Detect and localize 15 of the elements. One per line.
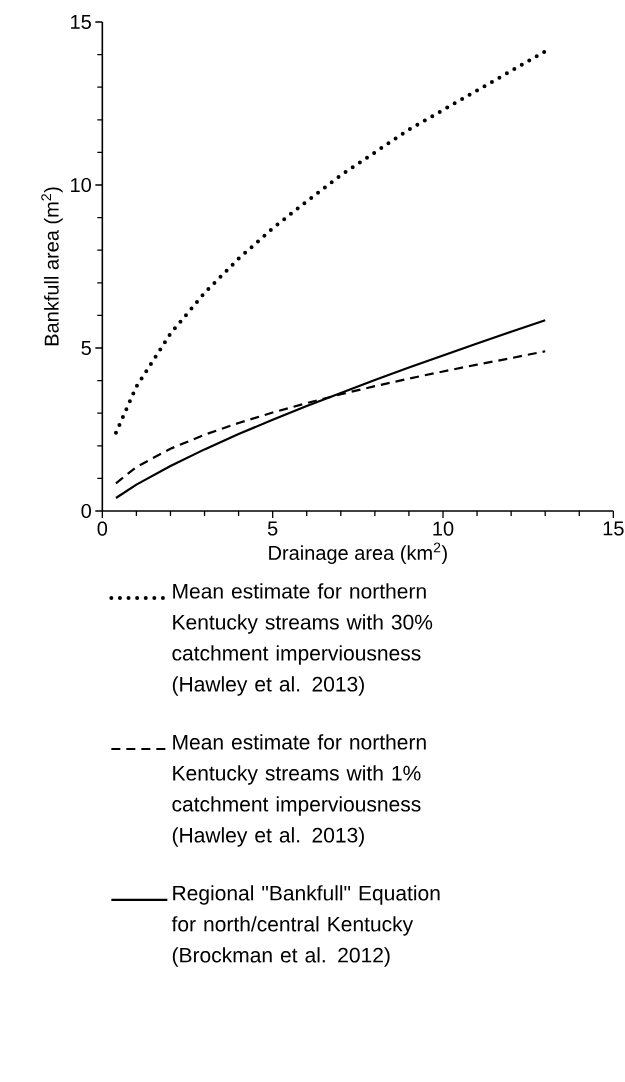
x-tick-label: 15 <box>603 521 624 536</box>
x-tick-label: 5 <box>267 521 278 536</box>
x-tick-label: 0 <box>97 521 107 536</box>
legend-label: Mean estimate for northern Kentucky streams with 30% catchment imperviousness (Hawley et al. 2013) <box>172 583 433 696</box>
y-tick-label: 10 <box>70 177 91 193</box>
x-tick-label: 10 <box>433 521 454 536</box>
x-axis-title: Drainage area (km$^{2}$) <box>269 542 447 565</box>
legend-label: Mean estimate for northern Kentucky streams with 1% catchment imperviousness (Hawley et al. 2013) <box>172 734 426 847</box>
y-tick-label: 5 <box>81 341 91 355</box>
y-tick-label: 15 <box>70 15 91 29</box>
line-series <box>113 49 548 435</box>
y-tick-label: 0 <box>81 503 91 519</box>
y-axis-title: Bankfull area (m$^{2}$) <box>41 187 63 346</box>
line-series <box>114 319 547 500</box>
legend-label: Regional "Bankfull" Equation for north/central Kentucky (Brockman et al. 2012) <box>171 885 440 967</box>
